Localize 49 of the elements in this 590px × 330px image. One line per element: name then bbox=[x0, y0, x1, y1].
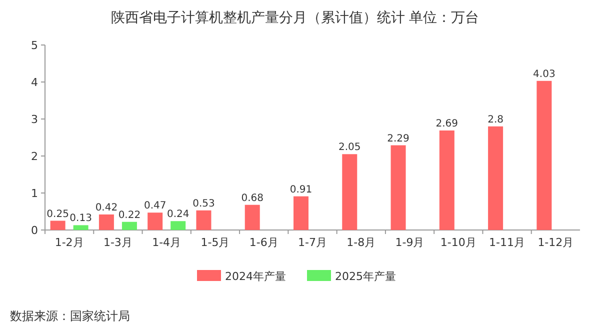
bar bbox=[439, 130, 454, 230]
x-tick-label: 1-12月 bbox=[538, 236, 574, 249]
bar bbox=[244, 204, 260, 230]
bar bbox=[148, 212, 163, 230]
bar bbox=[122, 222, 137, 230]
x-tick-label: 1-2月 bbox=[54, 236, 84, 249]
bar bbox=[50, 220, 66, 230]
y-tick-label: 4 bbox=[31, 76, 38, 89]
y-tick-label: 2 bbox=[31, 150, 38, 163]
bar bbox=[98, 214, 114, 230]
source-note: 数据来源：国家统计局 bbox=[10, 309, 130, 323]
bar bbox=[342, 154, 358, 230]
data-label: 0.91 bbox=[290, 184, 312, 196]
legend-label: 2025年产量 bbox=[335, 270, 396, 283]
data-label: 2.29 bbox=[387, 133, 410, 144]
y-tick-label: 0 bbox=[31, 224, 38, 237]
x-tick-label: 1-9月 bbox=[395, 236, 424, 249]
y-tick-label: 5 bbox=[31, 39, 38, 52]
x-tick-label: 1-6月 bbox=[249, 236, 278, 249]
y-tick-label: 1 bbox=[31, 187, 38, 200]
bar bbox=[488, 126, 504, 230]
data-label: 0.68 bbox=[241, 192, 264, 204]
x-tick-label: 1-3月 bbox=[103, 236, 132, 249]
bar bbox=[170, 221, 186, 230]
x-tick-label: 1-10月 bbox=[440, 236, 476, 249]
data-label: 0.53 bbox=[192, 198, 215, 210]
data-label: 4.03 bbox=[533, 68, 556, 80]
x-tick-label: 1-7月 bbox=[298, 236, 327, 249]
data-label: 2.8 bbox=[488, 114, 504, 126]
data-label: 0.42 bbox=[95, 202, 118, 214]
x-tick-label: 1-8月 bbox=[346, 236, 376, 249]
bar bbox=[536, 80, 552, 230]
bar bbox=[294, 196, 308, 230]
x-tick-label: 1-4月 bbox=[152, 236, 182, 249]
bar bbox=[196, 210, 212, 230]
chart-title: 陕西省电子计算机整机产量分月（累计值）统计 单位：万台 bbox=[110, 10, 480, 26]
data-label: 0.24 bbox=[166, 209, 190, 220]
bar bbox=[390, 145, 406, 230]
x-tick-label: 1-11月 bbox=[489, 236, 526, 249]
bar bbox=[73, 225, 88, 230]
data-label: 2.69 bbox=[436, 118, 458, 130]
data-label: 2.05 bbox=[338, 142, 361, 154]
legend-label: 2024年产量 bbox=[225, 270, 286, 283]
data-label: 0.25 bbox=[46, 208, 69, 220]
data-label: 0.47 bbox=[144, 200, 166, 212]
x-tick-label: 1-5月 bbox=[200, 236, 230, 249]
data-label: 0.22 bbox=[118, 210, 141, 221]
data-label: 0.13 bbox=[70, 213, 92, 224]
y-tick-label: 3 bbox=[31, 113, 38, 126]
